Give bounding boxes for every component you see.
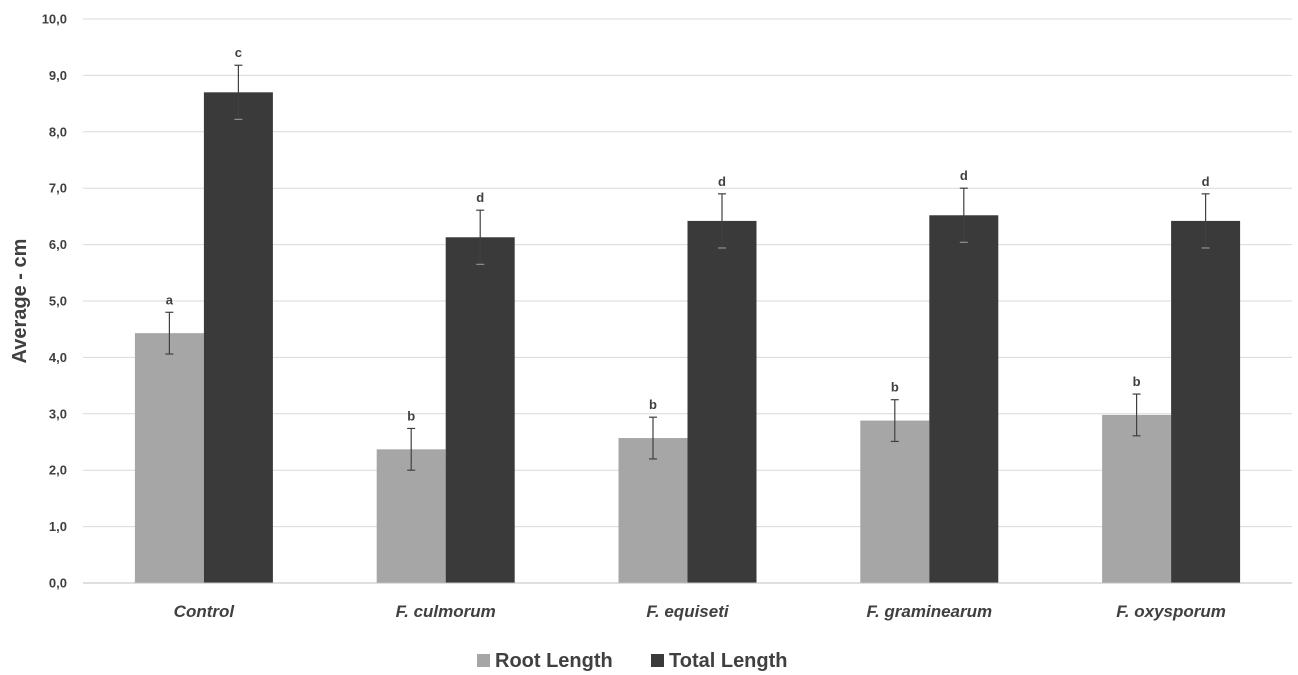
legend-label-root-length: Root Length (495, 650, 613, 672)
significance-label: b (649, 397, 657, 412)
bar-root-length-f-graminearum (860, 420, 930, 583)
bar-total-length-control (203, 92, 273, 583)
bar-root-length-f-equiseti (618, 438, 688, 583)
legend-swatch-total-length (651, 654, 664, 667)
significance-label: a (166, 292, 174, 307)
y-tick-label: 7,0 (49, 181, 67, 196)
significance-label: b (407, 408, 415, 423)
significance-label: c (235, 45, 242, 60)
significance-label: d (960, 168, 968, 183)
y-tick-label: 8,0 (49, 124, 67, 139)
significance-label: b (1133, 374, 1141, 389)
legend-label-total-length: Total Length (669, 650, 788, 672)
x-tick-label-control: Control (174, 602, 236, 621)
y-axis-label: Average - cm (9, 239, 31, 364)
legend-swatch-root-length (477, 654, 490, 667)
y-tick-label: 1,0 (49, 519, 67, 534)
bars (134, 92, 1241, 584)
y-tick-label: 9,0 (49, 68, 67, 83)
x-tick-label-f-equiseti: F. equiseti (646, 602, 729, 621)
bar-root-length-control (134, 333, 204, 583)
y-tick-label: 4,0 (49, 350, 67, 365)
y-axis-ticks: 0,0 1,0 2,0 3,0 4,0 5,0 6,0 7,0 8,0 9,0 10,0 (42, 12, 67, 591)
x-tick-label-f-graminearum: F. graminearum (866, 602, 992, 621)
y-tick-label: 2,0 (49, 463, 67, 478)
bar-root-length-f-culmorum (376, 449, 446, 583)
y-tick-label: 6,0 (49, 237, 67, 252)
legend: Root Length Total Length (477, 650, 788, 672)
error-bars (165, 64, 1210, 471)
y-tick-label: 10,0 (42, 12, 67, 27)
x-tick-label-f-culmorum: F. culmorum (396, 602, 496, 621)
significance-labels: a c b d b d b d b d (166, 45, 1210, 423)
y-tick-label: 0,0 (49, 576, 67, 591)
y-tick-label: 3,0 (49, 406, 67, 421)
bar-root-length-f-oxysporum (1102, 414, 1172, 583)
bar-total-length-f-graminearum (929, 215, 999, 583)
bar-total-length-f-equiseti (687, 220, 757, 584)
x-tick-label-f-oxysporum: F. oxysporum (1116, 602, 1226, 621)
significance-label: d (476, 190, 484, 205)
significance-label: d (1202, 174, 1210, 189)
bar-total-length-f-oxysporum (1171, 220, 1241, 584)
x-axis-categories: Control F. culmorum F. equiseti F. graminea… (174, 602, 1226, 621)
bar-total-length-f-culmorum (445, 237, 515, 583)
significance-label: d (718, 174, 726, 189)
significance-label: b (891, 380, 899, 395)
y-tick-label: 5,0 (49, 294, 67, 309)
